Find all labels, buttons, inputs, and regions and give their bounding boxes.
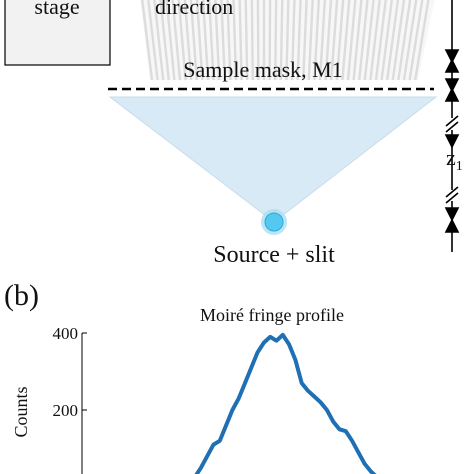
grating-line — [402, 0, 418, 81]
grating-line — [330, 0, 339, 81]
grating-line — [341, 0, 351, 81]
grating-line — [141, 0, 154, 81]
grating-line — [171, 0, 182, 81]
grating-line — [414, 0, 430, 81]
y-tick-label: 200 — [53, 401, 79, 420]
y-axis-label: Counts — [11, 386, 31, 437]
grating-line — [374, 0, 387, 81]
grating-line — [220, 0, 226, 81]
grating-line — [189, 0, 198, 81]
grating-line — [296, 0, 302, 81]
grating-line — [268, 0, 272, 81]
grating-line — [335, 0, 345, 81]
grating-line — [363, 0, 375, 81]
grating-line — [201, 0, 210, 81]
grating-pattern — [140, 0, 435, 81]
grating-line — [302, 0, 308, 81]
stage-label: stage — [34, 0, 79, 19]
grating-line — [177, 0, 187, 81]
grating-line — [195, 0, 204, 81]
direction-label: direction — [155, 0, 233, 19]
grating-line — [391, 0, 406, 81]
grating-line — [256, 0, 260, 81]
grating-line — [250, 0, 254, 81]
distance-label: z1 — [446, 145, 463, 174]
grating-line — [290, 0, 296, 81]
grating-line — [153, 0, 165, 81]
beam-cone — [108, 96, 438, 223]
grating-line — [183, 0, 193, 81]
grating-line — [165, 0, 176, 81]
distance-markers — [444, 0, 460, 252]
grating-line — [324, 0, 333, 81]
grating-line — [408, 0, 424, 81]
grating-line — [380, 0, 394, 81]
sample-stage-box — [4, 0, 111, 66]
chart-title: Moiré fringe profile — [200, 305, 344, 325]
grating-line — [159, 0, 170, 81]
grating-line — [307, 0, 314, 81]
grating-line — [352, 0, 363, 81]
grating-line — [147, 0, 159, 81]
source-label: Source + slit — [213, 242, 335, 268]
y-tick-label: 400 — [53, 324, 79, 343]
mask-label: Sample mask, M1 — [183, 57, 343, 82]
grating-line — [346, 0, 357, 81]
panel-b-label: (b) — [4, 279, 39, 312]
grating-line — [318, 0, 327, 81]
chart-area: 400 200 — [53, 324, 377, 474]
grating-line — [358, 0, 369, 81]
grating-line — [226, 0, 232, 81]
grating-line — [397, 0, 412, 81]
source-dot — [264, 212, 284, 232]
grating-line — [285, 0, 290, 81]
grating-line — [238, 0, 243, 81]
grating-line — [386, 0, 400, 81]
grating-line — [274, 0, 278, 81]
grating-line — [279, 0, 284, 81]
grating-line — [244, 0, 249, 81]
fringe-profile-line — [194, 332, 377, 474]
grating-line — [214, 0, 221, 81]
grating-line — [232, 0, 238, 81]
grating-line — [208, 0, 215, 81]
grating-line — [313, 0, 320, 81]
grating-line — [369, 0, 381, 81]
